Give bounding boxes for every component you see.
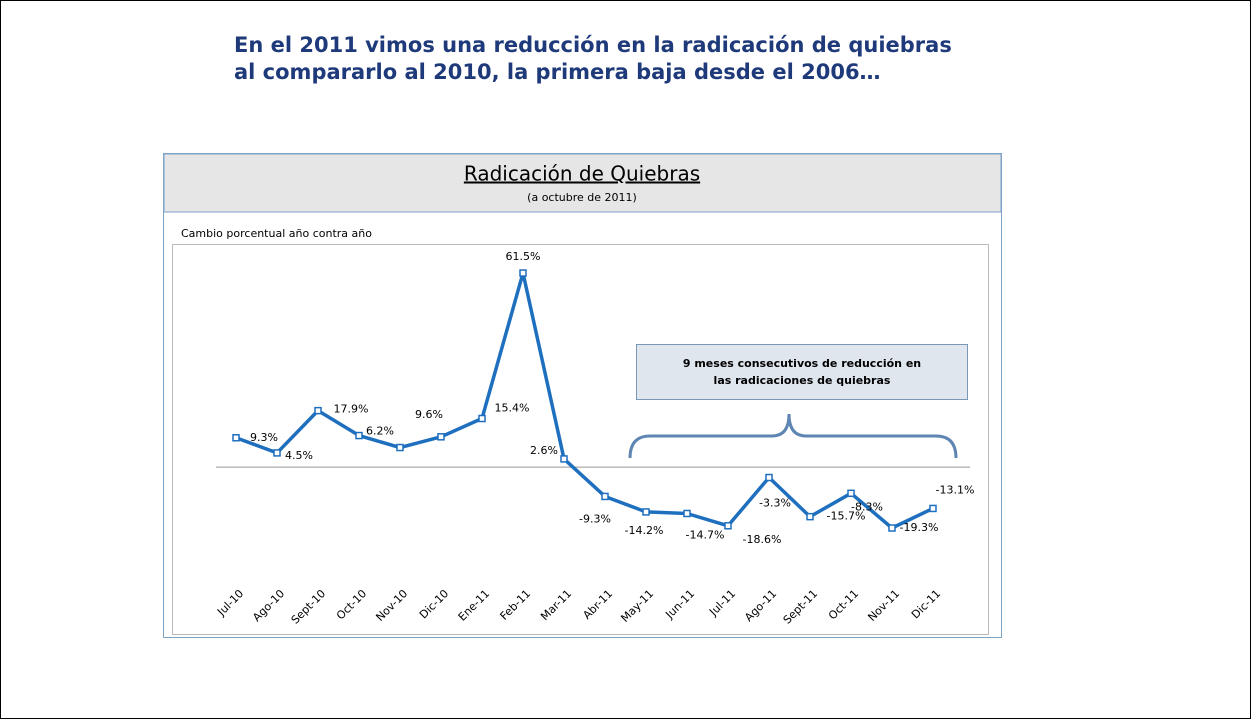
brace <box>628 413 958 459</box>
data-label: -8.3% <box>851 500 883 513</box>
point-marker <box>273 449 281 457</box>
point-marker <box>929 504 937 513</box>
point-marker <box>396 443 404 452</box>
slide-title-line: En el 2011 vimos una reducción en la rad… <box>234 33 952 57</box>
data-label: -18.6% <box>743 533 782 546</box>
y-axis-label: Cambio porcentual año contra año <box>181 227 372 240</box>
data-label: 9.3% <box>250 431 278 444</box>
data-label: 4.5% <box>285 449 313 462</box>
slide-title-line: al compararlo al 2010, la primera baja d… <box>234 60 881 84</box>
plot-area <box>172 244 989 635</box>
point-marker <box>683 509 691 518</box>
data-label: 17.9% <box>334 403 369 416</box>
point-marker <box>437 433 445 441</box>
point-marker <box>355 431 363 440</box>
point-marker <box>601 492 609 501</box>
data-label: -3.3% <box>759 497 791 510</box>
data-label: 15.4% <box>495 402 530 415</box>
annotation-box <box>636 344 968 400</box>
data-label: -19.3% <box>900 521 939 534</box>
line-series <box>235 271 934 530</box>
point-marker <box>888 524 896 532</box>
point-marker <box>519 269 527 277</box>
data-label: 6.2% <box>366 425 394 438</box>
data-label: 2.6% <box>530 444 558 457</box>
data-label: -15.7% <box>827 510 866 523</box>
point-marker <box>560 455 568 463</box>
chart-header <box>163 153 1002 213</box>
point-marker <box>642 508 650 516</box>
data-label: 61.5% <box>506 250 541 263</box>
data-label: 9.6% <box>415 408 443 421</box>
annotation-line: 9 meses consecutivos de reducción en <box>683 357 921 370</box>
point-marker <box>314 406 322 415</box>
point-marker <box>847 489 855 498</box>
point-marker <box>765 473 773 482</box>
data-label: -13.1% <box>936 483 975 496</box>
data-label: -9.3% <box>579 512 611 525</box>
data-label: -14.2% <box>625 524 664 537</box>
chart-title: Radicación de Quiebras <box>464 162 700 186</box>
point-marker <box>478 414 486 423</box>
chart-subtitle: (a octubre de 2011) <box>527 191 637 204</box>
annotation-line: las radicaciones de quiebras <box>714 374 891 387</box>
data-label: -14.7% <box>686 528 725 541</box>
point-marker <box>232 434 240 442</box>
point-marker <box>806 512 814 521</box>
point-marker <box>724 522 732 530</box>
